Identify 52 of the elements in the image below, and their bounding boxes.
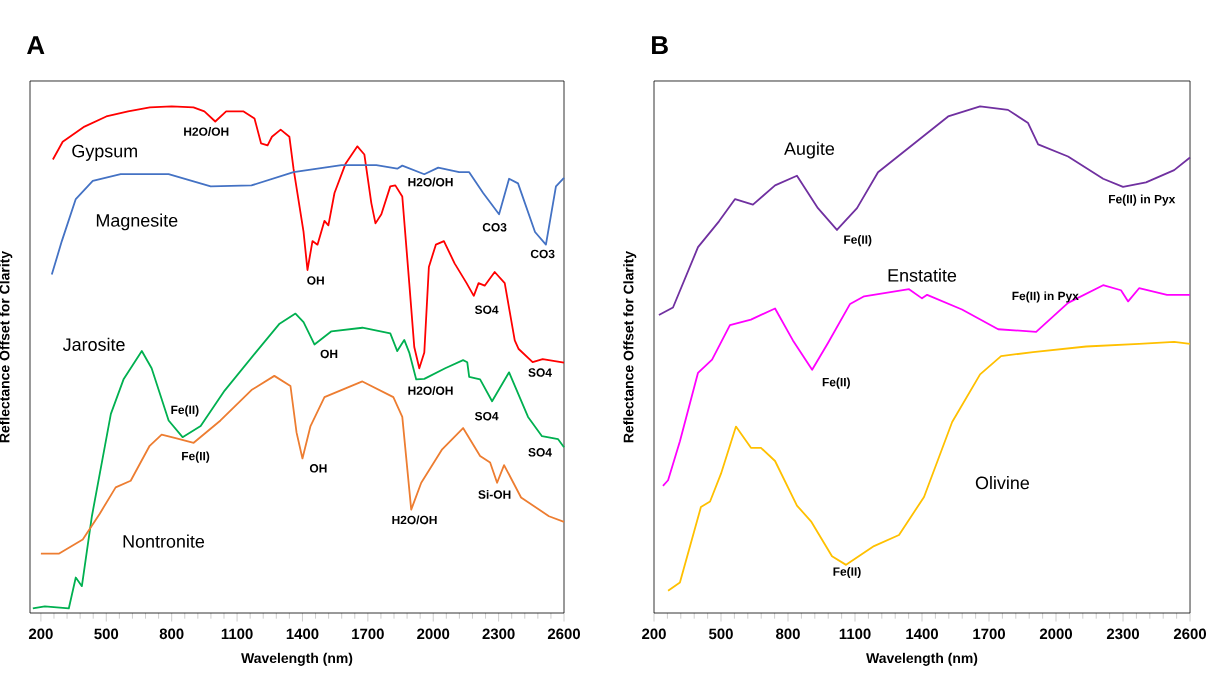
x-tick-label: 2000 — [417, 628, 450, 640]
x-tick-label: 800 — [159, 628, 184, 640]
x-tick-label: 1700 — [352, 628, 384, 640]
y-axis-title: Reflectance Offset for Clarity — [0, 250, 13, 443]
annotation: H2O/OH — [408, 386, 453, 396]
x-tick-label: 500 — [94, 628, 119, 640]
x-tick-label: 2300 — [482, 628, 515, 640]
annotation: SO4 — [474, 411, 499, 421]
chart-title: A — [27, 36, 45, 54]
annotation: H2O/OH — [408, 177, 453, 187]
x-tick-label: 200 — [28, 628, 53, 640]
annotation: CO3 — [530, 249, 555, 259]
annotation: SO4 — [528, 368, 552, 377]
x-tick-label: 1400 — [286, 628, 319, 640]
x-tick-label: 800 — [776, 628, 800, 640]
series-label: Magnesite — [96, 213, 178, 231]
x-tick-label: 1100 — [221, 628, 253, 640]
x-axis-title: Wavelength (nm) — [241, 652, 353, 666]
annotation: OH — [309, 464, 327, 473]
x-tick-label: 200 — [642, 628, 666, 640]
annotation: OH — [320, 349, 338, 359]
text: Olivine — [975, 476, 1030, 490]
annotation: Fe(II) — [171, 405, 199, 417]
series-label: Gypsum — [72, 144, 137, 161]
annotation: SO4 — [528, 448, 552, 457]
annotation: H2O/OH — [392, 515, 437, 525]
x-tick-label: 500 — [709, 628, 733, 640]
annotation: Fe(II) — [833, 566, 861, 579]
annotation: Fe(II) — [822, 377, 850, 389]
series-label: Nontronite — [123, 534, 205, 548]
chart-title: B — [652, 36, 668, 54]
annotation: CO3 — [482, 223, 507, 232]
x-tick-label: 2000 — [1039, 628, 1072, 640]
annotation: OH — [307, 276, 324, 285]
annotation: Fe(II) — [182, 451, 210, 463]
series-label: Enstatite — [888, 268, 957, 282]
y-axis-title: Reflectance Offset for Clarity — [623, 250, 637, 443]
x-tick-label: 2600 — [547, 628, 580, 640]
x-tick-label: 2300 — [1106, 628, 1139, 640]
x-tick-label: 1700 — [973, 628, 1005, 640]
annotation: Fe(II) — [844, 235, 872, 247]
x-tick-label: 1400 — [906, 628, 938, 640]
x-axis-title: Wavelength (nm) — [866, 652, 978, 666]
annotation: SO4 — [474, 305, 499, 314]
annotation: Fe(II) in Pyx — [1109, 194, 1176, 206]
series-label: Augite — [784, 141, 835, 159]
annotation: Fe(II) in Pyx — [1012, 291, 1079, 303]
x-tick-label: 1100 — [839, 628, 871, 640]
annotation: Si-OH — [478, 489, 511, 499]
x-tick-label: 2600 — [1173, 628, 1206, 640]
annotation: H2O/OH — [184, 127, 229, 136]
series-label: Jarosite — [62, 337, 125, 351]
